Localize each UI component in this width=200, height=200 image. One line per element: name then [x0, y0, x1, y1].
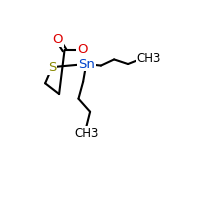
- Text: O: O: [52, 33, 63, 46]
- Text: Sn: Sn: [78, 58, 95, 71]
- Text: S: S: [48, 61, 56, 74]
- Text: CH3: CH3: [137, 52, 161, 65]
- Text: O: O: [77, 43, 87, 56]
- Text: CH3: CH3: [74, 127, 98, 140]
